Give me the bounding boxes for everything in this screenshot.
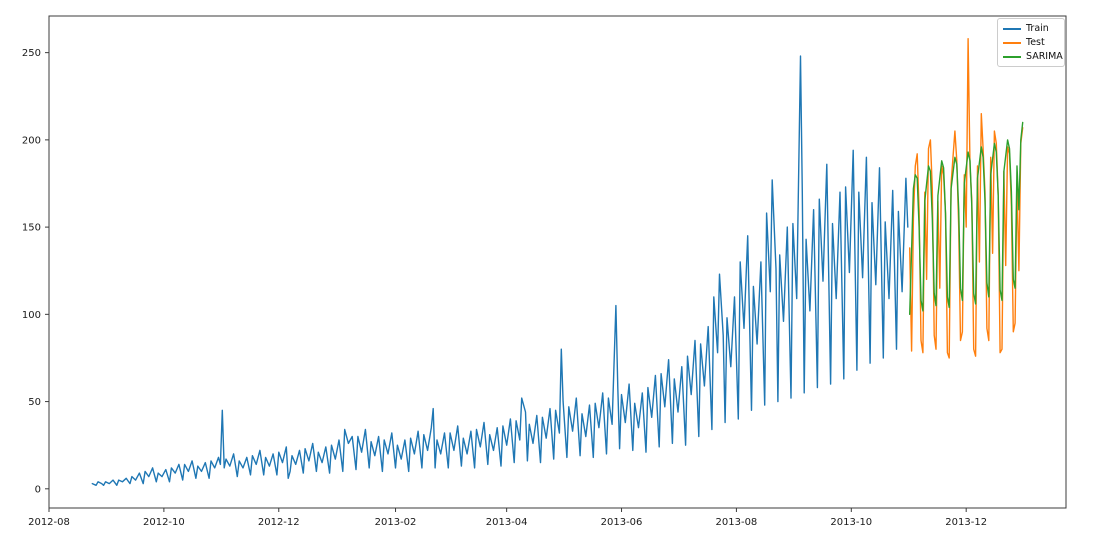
x-tick-label: 2012-10 bbox=[143, 517, 185, 528]
test-line-sample bbox=[1003, 41, 1021, 44]
x-tick-label: 2013-04 bbox=[486, 517, 528, 528]
y-tick-label: 100 bbox=[22, 310, 41, 321]
y-tick-label: 0 bbox=[35, 484, 41, 495]
legend-label-test: Test bbox=[1026, 37, 1045, 48]
axes-frame bbox=[48, 15, 1067, 509]
x-tick-label: 2013-10 bbox=[830, 517, 872, 528]
legend: Train Test SARIMA bbox=[997, 18, 1065, 67]
x-tick-label: 2012-08 bbox=[28, 517, 70, 528]
x-tick-label: 2013-02 bbox=[375, 517, 417, 528]
y-tick-label: 150 bbox=[22, 223, 41, 234]
legend-item-test: Test bbox=[1003, 37, 1058, 48]
x-tick-label: 2013-12 bbox=[945, 517, 987, 528]
y-tick-label: 50 bbox=[28, 397, 41, 408]
legend-item-train: Train bbox=[1003, 23, 1058, 34]
sarima-line-sample bbox=[1003, 55, 1021, 58]
series-line-test bbox=[909, 38, 1024, 359]
legend-label-sarima: SARIMA bbox=[1026, 51, 1063, 62]
series-line-train bbox=[91, 55, 909, 486]
x-tick-label: 2013-08 bbox=[716, 517, 758, 528]
y-tick-label: 250 bbox=[22, 48, 41, 59]
y-tick-label: 200 bbox=[22, 135, 41, 146]
x-tick-label: 2013-06 bbox=[601, 517, 643, 528]
legend-label-train: Train bbox=[1026, 23, 1049, 34]
x-tick-label: 2012-12 bbox=[258, 517, 300, 528]
train-line-sample bbox=[1003, 27, 1021, 30]
series-line-sarima bbox=[909, 121, 1024, 315]
legend-item-sarima: SARIMA bbox=[1003, 51, 1063, 62]
